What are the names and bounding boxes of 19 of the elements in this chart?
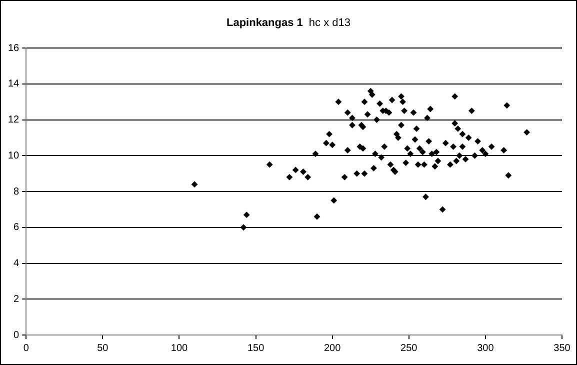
x-tick-label: 150 [247, 342, 265, 354]
x-tick-label: 300 [477, 342, 494, 354]
y-tick-label: 0 [14, 330, 20, 341]
y-tick-label: 16 [8, 42, 20, 54]
y-tick-label: 2 [14, 294, 20, 305]
x-tick-label: 200 [324, 342, 342, 354]
x-tick-label: 250 [400, 342, 418, 354]
y-tick-label: 10 [8, 150, 20, 162]
x-tick-label: 0 [23, 342, 30, 354]
x-tick-label: 50 [97, 342, 109, 354]
y-tick-label: 8 [14, 186, 20, 198]
chart-subtitle: hc x d13 [308, 17, 350, 29]
x-tick-label: 350 [554, 342, 571, 354]
x-tick-label: 100 [170, 342, 188, 354]
y-tick-label: 4 [14, 258, 20, 269]
y-tick-label: 12 [8, 114, 20, 126]
y-tick-label: 14 [8, 78, 20, 90]
chart-title: Lapinkangas 1 [226, 17, 303, 29]
y-tick-label: 6 [14, 222, 20, 234]
